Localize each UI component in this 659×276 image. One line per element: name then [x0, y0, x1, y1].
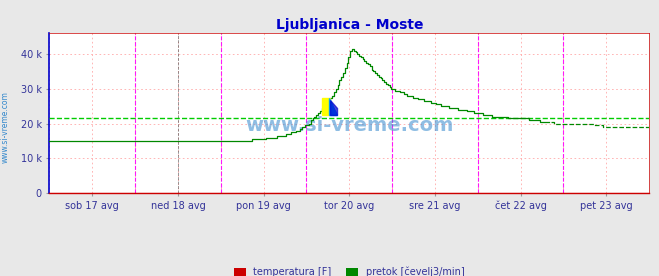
Polygon shape: [329, 97, 337, 115]
Text: www.si-vreme.com: www.si-vreme.com: [245, 116, 453, 136]
Title: Ljubljanica - Moste: Ljubljanica - Moste: [275, 18, 423, 32]
Legend: temperatura [F], pretok [čevelj3/min]: temperatura [F], pretok [čevelj3/min]: [230, 263, 469, 276]
Bar: [322, 97, 330, 115]
Text: www.si-vreme.com: www.si-vreme.com: [1, 91, 10, 163]
Polygon shape: [330, 100, 337, 115]
